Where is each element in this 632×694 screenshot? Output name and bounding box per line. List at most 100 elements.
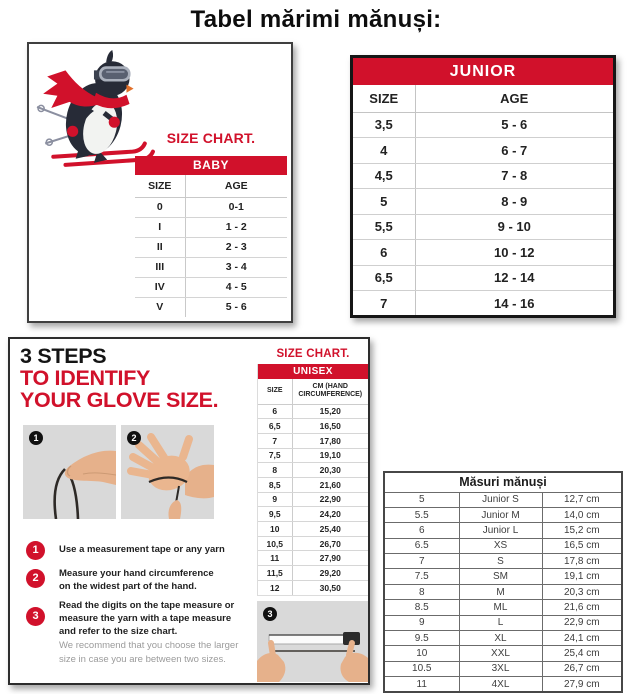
masuri-header-row: Măsuri mănuși — [383, 471, 623, 493]
table-cell: 26,70 — [292, 536, 368, 552]
penguin-ski-illustration — [36, 50, 155, 167]
page-title: Tabel mărimi mănuși: — [190, 6, 442, 33]
step-number-2: 2 — [26, 569, 45, 588]
table-cell: M — [458, 583, 543, 601]
table-cell: 3,5 — [353, 112, 416, 138]
table-cell: 7 — [258, 433, 293, 449]
table-row: 7.5 SM 19,1 cm — [383, 568, 623, 585]
junior-col-age: AGE — [415, 85, 613, 113]
table-row: 10.5 3XL 26,7 cm — [383, 660, 623, 678]
table-row: 7 17,80 — [258, 433, 368, 449]
table-cell: IV — [135, 277, 186, 298]
table-row: 5 Junior S 12,7 cm — [383, 491, 623, 508]
table-cell: SM — [458, 568, 543, 585]
table-cell: ML — [458, 599, 543, 616]
table-cell: II — [135, 237, 186, 258]
table-row: 6.5 XS 16,5 cm — [383, 537, 623, 555]
table-cell: 8.5 — [383, 599, 460, 616]
table-cell: 6 — [258, 404, 293, 420]
table-cell: 10,5 — [258, 536, 293, 552]
table-row: 12 30,50 — [258, 580, 368, 595]
table-cell: 7,5 — [258, 448, 293, 464]
table-cell: 0-1 — [185, 197, 287, 218]
junior-table-title: JUNIOR — [353, 58, 613, 85]
step-photo-palm: 2 — [121, 425, 214, 519]
table-row: 8.5 ML 21,6 cm — [383, 599, 623, 616]
table-cell: 21,60 — [292, 477, 368, 493]
table-cell: 12,7 cm — [541, 491, 623, 508]
table-cell: 5 - 6 — [415, 112, 613, 138]
table-cell: 4XL — [458, 676, 543, 693]
steps-heading-line2: TO IDENTIFY — [20, 366, 151, 390]
table-cell: 6,5 — [353, 265, 416, 291]
table-cell: V — [135, 297, 186, 317]
table-cell: 20,3 cm — [541, 583, 623, 601]
table-row: 6,5 12 - 14 — [353, 265, 613, 291]
table-row: 10 XXL 25,4 cm — [383, 645, 623, 662]
table-row: V 5 - 6 — [135, 297, 287, 317]
table-cell: 4 — [353, 137, 416, 164]
table-row: 10,5 26,70 — [258, 536, 368, 552]
table-cell: 7.5 — [383, 568, 460, 585]
table-cell: 30,50 — [319, 582, 341, 593]
table-row: 9 22,90 — [258, 492, 368, 508]
step-number-3: 3 — [26, 607, 45, 626]
table-row: 11 4XL 27,9 cm — [383, 676, 623, 693]
unisex-col-size: SIZE — [258, 379, 293, 405]
step-text-2: Measure your hand circumference on the w… — [59, 568, 214, 592]
photo-badge-1: 1 — [29, 431, 43, 445]
table-row: 8 20,30 — [258, 462, 368, 478]
table-row: 6 15,20 — [258, 404, 368, 420]
table-cell: 17,80 — [292, 433, 368, 449]
step-photo-tape-measure: 3 — [257, 601, 368, 682]
table-cell: 6.5 — [383, 537, 460, 555]
step-number-1: 1 — [26, 541, 45, 560]
baby-table-title: BABY — [135, 156, 287, 175]
table-row: 6 10 - 12 — [353, 239, 613, 266]
table-row: 8,5 21,60 — [258, 477, 368, 493]
table-cell: 5 — [353, 188, 416, 215]
baby-col-age: AGE — [185, 175, 287, 198]
table-row: 7 14 - 16 — [353, 290, 613, 315]
baby-size-chart-panel: SIZE CHART. BABY SIZE AGE 0 0-1 I 1 - 2 II 2 … — [27, 42, 293, 323]
table-cell: 16,50 — [292, 418, 368, 434]
table-cell: 6 - 7 — [415, 137, 613, 164]
masuri-table-title: Măsuri mănuși — [383, 471, 623, 493]
table-cell: 7 - 8 — [415, 163, 613, 189]
table-cell: 0 — [135, 197, 186, 218]
steps-heading-line1: 3 STEPS — [20, 344, 107, 368]
table-cell: 1 - 2 — [185, 217, 287, 238]
table-cell: 15,20 — [292, 404, 368, 420]
table-row: 4,5 7 - 8 — [353, 163, 613, 189]
unisex-col-cm: CM (HAND CIRCUMFERENCE) — [292, 379, 368, 405]
table-row: 9 L 22,9 cm — [383, 614, 623, 632]
three-steps-panel: 3 STEPS TO IDENTIFY YOUR GLOVE SIZE. 1 — [8, 337, 370, 685]
table-row: III 3 - 4 — [135, 257, 287, 278]
table-cell: 6,5 — [258, 418, 293, 434]
step-photo-yarn: 1 — [23, 425, 116, 519]
table-cell: 5 - 6 — [225, 301, 247, 314]
table-cell: 22,90 — [292, 492, 368, 508]
table-cell: 22,9 cm — [541, 614, 623, 632]
table-cell: 14,0 cm — [541, 506, 623, 524]
table-cell: 27,90 — [292, 550, 368, 567]
table-row: 5,5 9 - 10 — [353, 214, 613, 240]
table-cell: 9 — [383, 614, 460, 632]
recommendation-note: We recommend that you choose the larger … — [59, 640, 239, 665]
table-cell: L — [458, 614, 543, 632]
table-cell: 11,5 — [258, 565, 293, 581]
table-row: 6 Junior L 15,2 cm — [383, 522, 623, 539]
table-cell: 8 — [383, 583, 460, 601]
table-cell: I — [135, 217, 186, 238]
table-cell: 5,5 — [353, 214, 416, 240]
table-cell: 15,2 cm — [541, 522, 623, 539]
photo-badge-2: 2 — [127, 431, 141, 445]
step-text-1: Use a measurement tape or any yarn — [59, 544, 225, 555]
table-cell: 6 — [353, 239, 416, 266]
steps-heading: 3 STEPS TO IDENTIFY YOUR GLOVE SIZE. — [20, 344, 219, 411]
table-cell: 6 — [383, 522, 460, 539]
